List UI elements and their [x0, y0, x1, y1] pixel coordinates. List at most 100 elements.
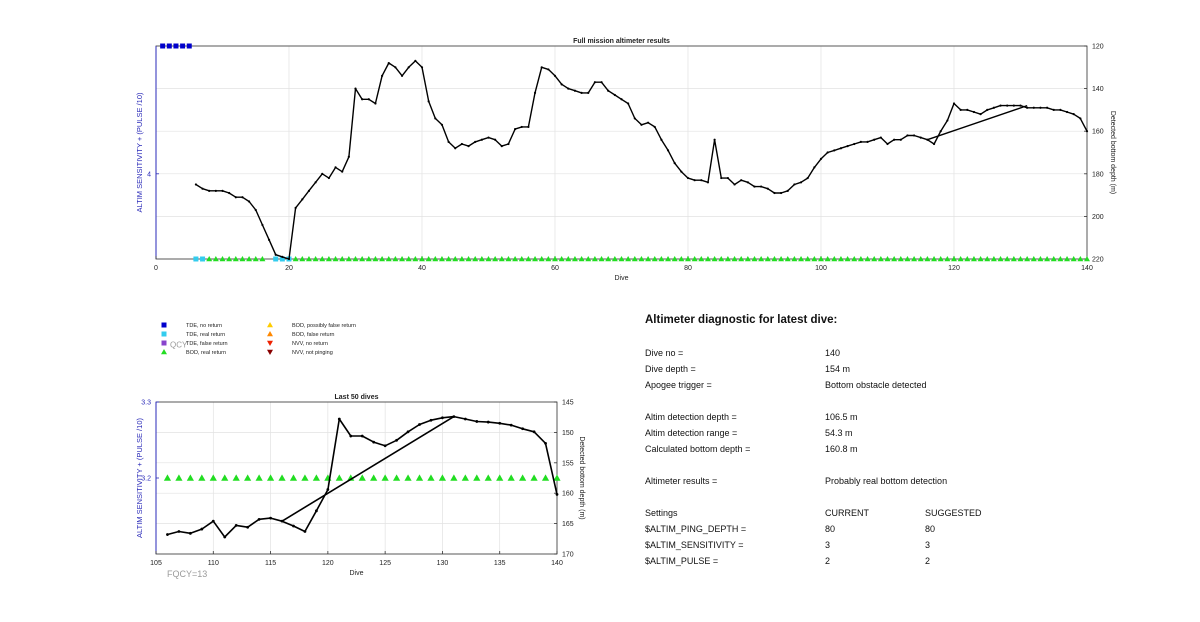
depth-point — [327, 176, 330, 180]
marker-bod-real-return — [685, 256, 691, 262]
marker-bod-real-return — [198, 474, 206, 481]
depth-point — [1012, 104, 1015, 107]
marker-bod-real-return — [1010, 256, 1017, 262]
results-value: Probably real bottom detection — [825, 476, 948, 486]
marker-bod-real-return — [370, 474, 378, 481]
depth-point — [347, 155, 350, 158]
fqcy-label: FQCY=13 — [167, 569, 208, 579]
depth-point — [287, 257, 291, 261]
marker-bod-real-return — [206, 256, 213, 262]
dive-depth-label: Dive depth = — [645, 364, 696, 374]
marker-bod-real-return — [450, 474, 458, 481]
marker-bod-real-return — [530, 474, 538, 481]
legend-marker — [161, 331, 167, 337]
depth-point — [972, 110, 976, 114]
depth-point — [979, 113, 982, 116]
marker-bod-real-return — [591, 256, 598, 262]
marker-bod-real-return — [492, 256, 499, 262]
marker-bod-real-return — [319, 256, 326, 262]
depth-point — [177, 530, 181, 533]
marker-bod-real-return — [738, 256, 745, 262]
detection-range-label: Altim detection range = — [645, 428, 738, 438]
marker-bod-real-return — [175, 474, 183, 481]
marker-bod-real-return — [598, 256, 605, 262]
marker-bod-real-return — [339, 256, 346, 262]
depth-point — [544, 441, 547, 445]
chart-title: Full mission altimeter results — [573, 38, 670, 45]
marker-bod-real-return — [565, 256, 572, 262]
y-left-tick-label: 3.2 — [141, 476, 151, 483]
marker-tde-no-return — [186, 43, 192, 49]
x-tick-label: 110 — [208, 560, 219, 567]
marker-bod-real-return — [512, 256, 519, 262]
marker-tde-no-return — [166, 43, 172, 49]
depth-point — [257, 517, 261, 521]
x-tick-label: 40 — [418, 265, 426, 272]
dive-no-value: 140 — [825, 348, 841, 358]
marker-bod-real-return — [496, 474, 504, 481]
depth-point — [1079, 117, 1082, 120]
depth-point — [274, 253, 277, 256]
marker-bod-real-return — [771, 256, 778, 262]
apogee-label: Apogee trigger = — [645, 380, 712, 390]
depth-point — [1072, 113, 1075, 116]
depth-point — [580, 91, 583, 94]
marker-bod-real-return — [445, 256, 452, 262]
marker-bod-real-return — [385, 256, 392, 262]
depth-point — [1039, 106, 1042, 109]
legend-marker — [267, 349, 273, 355]
depth-point — [773, 191, 776, 195]
marker-bod-real-return — [393, 474, 401, 481]
bottom-depth-value: 160.8 m — [825, 444, 858, 454]
depth-point — [201, 187, 204, 190]
depth-point — [1046, 106, 1049, 109]
marker-bod-real-return — [232, 474, 240, 481]
plot-frame — [155, 45, 1088, 260]
marker-bod-real-return — [731, 256, 738, 262]
marker-bod-real-return — [259, 256, 266, 262]
x-tick-label: 135 — [494, 560, 506, 567]
legend-label: BOD, real return — [186, 350, 226, 356]
depth-point — [194, 183, 197, 186]
detection-depth-value: 106.5 m — [825, 412, 858, 422]
marker-bod-real-return — [645, 256, 652, 262]
depth-point — [294, 206, 297, 209]
depth-point — [553, 74, 557, 77]
setting-name: $ALTIM_PING_DEPTH = — [645, 524, 747, 534]
marker-bod-real-return — [498, 256, 505, 262]
marker-bod-real-return — [335, 474, 343, 481]
detection-range-value: 54.3 m — [825, 428, 853, 438]
depth-point — [906, 134, 909, 137]
marker-bod-real-return — [831, 256, 838, 262]
depth-point — [686, 176, 690, 180]
marker-bod-real-return — [415, 474, 424, 481]
marker-bod-real-return — [292, 256, 299, 262]
marker-bod-real-return — [798, 256, 805, 262]
marker-bod-real-return — [381, 474, 389, 481]
depth-point — [819, 157, 823, 160]
depth-point — [223, 535, 227, 539]
legend-marker — [161, 322, 167, 328]
depth-point — [387, 61, 390, 65]
apogee-value: Bottom obstacle detected — [825, 380, 927, 390]
depth-point — [786, 189, 789, 192]
legend-label: TDE, no return — [186, 323, 222, 329]
marker-bod-real-return — [1037, 256, 1044, 262]
setting-suggested: 80 — [925, 524, 936, 534]
depth-point — [486, 420, 490, 424]
marker-bod-real-return — [718, 256, 725, 262]
depth-point — [361, 98, 364, 101]
depth-point — [806, 176, 809, 180]
marker-bod-real-return — [951, 256, 957, 262]
depth-point — [234, 524, 238, 527]
depth-point — [383, 444, 387, 448]
marker-bod-real-return — [505, 256, 512, 262]
marker-bod-real-return — [246, 256, 253, 262]
depth-trend-segment — [281, 415, 455, 522]
marker-bod-real-return — [452, 256, 459, 262]
x-axis-label: Dive — [614, 275, 628, 282]
depth-point — [693, 179, 696, 182]
marker-bod-real-return — [352, 256, 359, 262]
depth-point — [434, 117, 437, 120]
marker-bod-real-return — [538, 256, 545, 262]
